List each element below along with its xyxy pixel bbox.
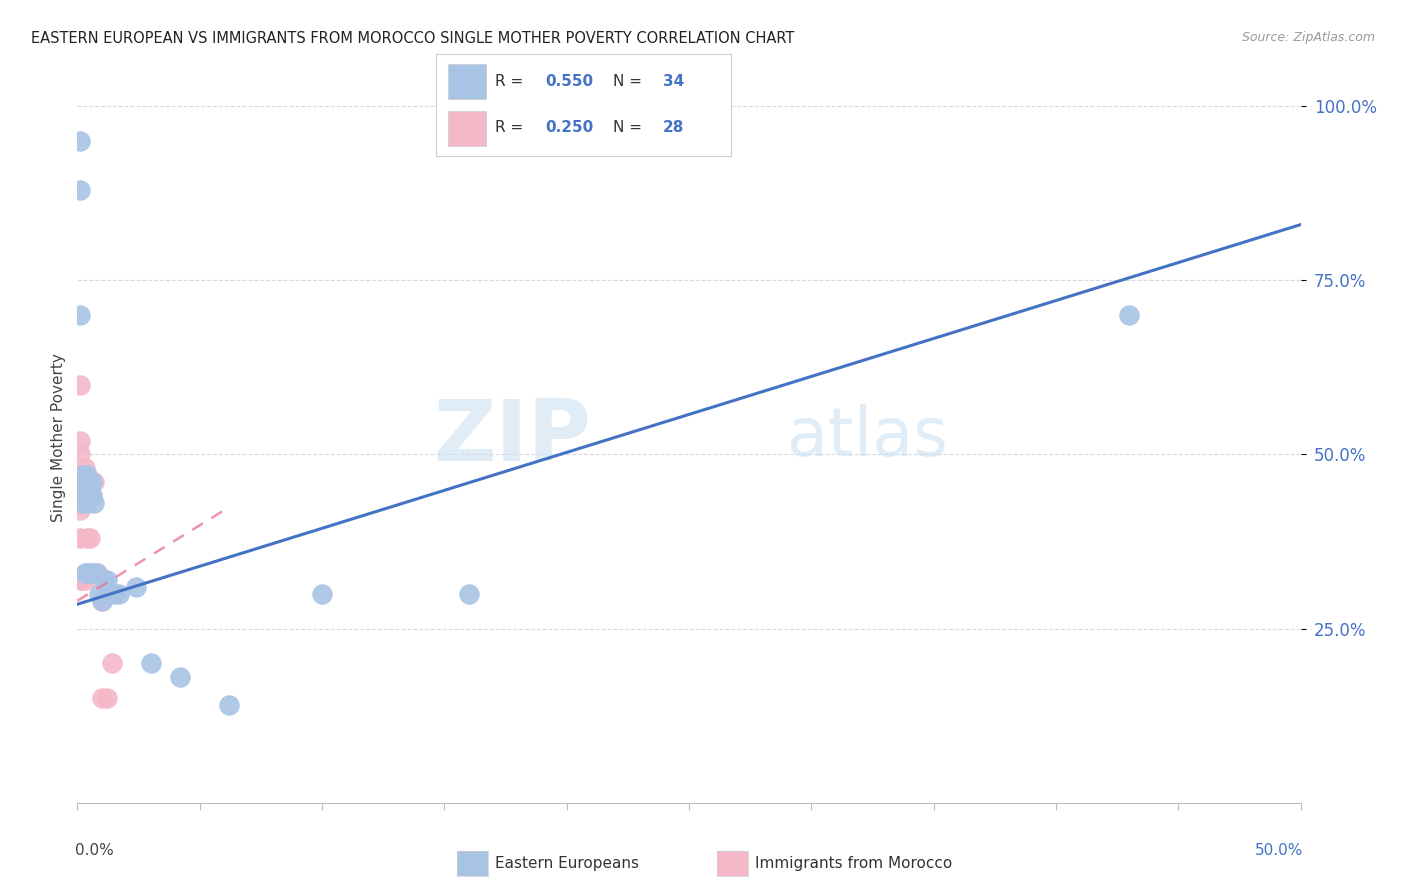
Point bbox=[73, 489, 96, 503]
Point bbox=[169, 670, 191, 684]
Text: ZIP: ZIP bbox=[433, 395, 591, 479]
Point bbox=[80, 475, 103, 490]
Point bbox=[76, 468, 98, 483]
Point bbox=[79, 489, 101, 503]
Point bbox=[69, 475, 91, 490]
Point bbox=[70, 468, 93, 483]
Point bbox=[80, 489, 103, 503]
Point bbox=[108, 587, 131, 601]
Point bbox=[90, 594, 112, 608]
Point bbox=[69, 134, 91, 148]
Point bbox=[69, 183, 91, 197]
Text: N =: N = bbox=[613, 120, 647, 135]
Point bbox=[83, 475, 105, 490]
Point bbox=[80, 566, 103, 580]
Point bbox=[73, 461, 96, 475]
Point bbox=[96, 573, 118, 587]
Point bbox=[76, 496, 98, 510]
Point bbox=[76, 475, 98, 490]
Point bbox=[80, 489, 103, 503]
Text: 0.550: 0.550 bbox=[546, 74, 593, 88]
Point bbox=[86, 566, 108, 580]
Point bbox=[83, 496, 105, 510]
Text: EASTERN EUROPEAN VS IMMIGRANTS FROM MOROCCO SINGLE MOTHER POVERTY CORRELATION CH: EASTERN EUROPEAN VS IMMIGRANTS FROM MORO… bbox=[31, 31, 794, 46]
Point bbox=[73, 489, 96, 503]
Text: N =: N = bbox=[613, 74, 647, 88]
Text: 50.0%: 50.0% bbox=[1254, 843, 1303, 858]
Point bbox=[70, 468, 93, 483]
Text: R =: R = bbox=[495, 74, 529, 88]
Point bbox=[98, 587, 121, 601]
Point bbox=[76, 483, 98, 497]
Point bbox=[69, 573, 91, 587]
Point bbox=[90, 594, 112, 608]
Point bbox=[79, 483, 101, 497]
Text: 0.0%: 0.0% bbox=[75, 843, 114, 858]
Text: Source: ZipAtlas.com: Source: ZipAtlas.com bbox=[1241, 31, 1375, 45]
Point bbox=[86, 566, 108, 580]
Text: Immigrants from Morocco: Immigrants from Morocco bbox=[755, 856, 952, 871]
Point bbox=[100, 657, 122, 671]
Point bbox=[70, 496, 93, 510]
Text: 34: 34 bbox=[664, 74, 685, 88]
Point bbox=[311, 587, 333, 601]
Point bbox=[93, 573, 115, 587]
Text: atlas: atlas bbox=[787, 404, 948, 470]
Point bbox=[70, 483, 93, 497]
Point bbox=[90, 691, 112, 706]
Point bbox=[1118, 308, 1140, 322]
Text: 0.250: 0.250 bbox=[546, 120, 593, 135]
Point bbox=[70, 496, 93, 510]
Point bbox=[79, 531, 101, 545]
Point bbox=[69, 448, 91, 462]
Point bbox=[76, 489, 98, 503]
Point bbox=[70, 475, 93, 490]
Point bbox=[69, 434, 91, 448]
Point bbox=[76, 531, 98, 545]
Text: R =: R = bbox=[495, 120, 529, 135]
Point bbox=[73, 566, 96, 580]
Point bbox=[70, 573, 93, 587]
Point bbox=[96, 691, 118, 706]
Text: Eastern Europeans: Eastern Europeans bbox=[495, 856, 638, 871]
Point bbox=[139, 657, 162, 671]
Point bbox=[69, 377, 91, 392]
Point bbox=[125, 580, 148, 594]
Point bbox=[73, 475, 96, 490]
Point bbox=[457, 587, 479, 601]
Text: 28: 28 bbox=[664, 120, 685, 135]
Point bbox=[76, 566, 98, 580]
Point bbox=[69, 308, 91, 322]
Point bbox=[69, 531, 91, 545]
Point bbox=[73, 573, 96, 587]
Point bbox=[89, 587, 111, 601]
Point bbox=[69, 503, 91, 517]
Point bbox=[218, 698, 240, 713]
Point bbox=[79, 566, 101, 580]
Point bbox=[69, 489, 91, 503]
Point bbox=[103, 587, 125, 601]
Y-axis label: Single Mother Poverty: Single Mother Poverty bbox=[51, 352, 66, 522]
FancyBboxPatch shape bbox=[447, 64, 486, 99]
Point bbox=[73, 475, 96, 490]
FancyBboxPatch shape bbox=[447, 111, 486, 145]
